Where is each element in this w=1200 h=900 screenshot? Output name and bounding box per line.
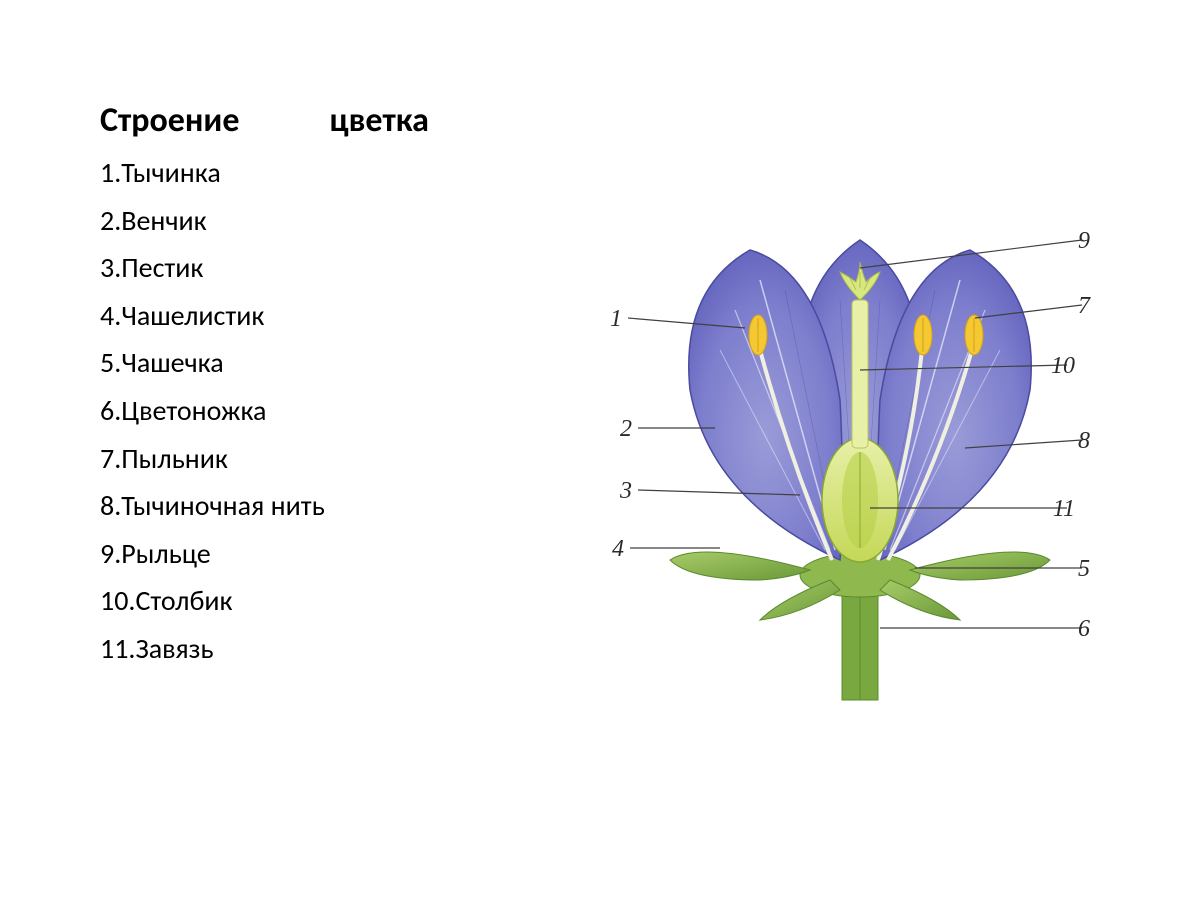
title-word-1: Строение	[100, 100, 239, 141]
diagram-label-6: 6	[1078, 616, 1090, 642]
diagram-label-1: 1	[610, 306, 622, 332]
legend-item: 2.Венчик	[100, 197, 550, 245]
diagram-label-9: 9	[1078, 228, 1090, 254]
diagram-label-8: 8	[1078, 428, 1090, 454]
diagram-title: Строение цветка	[70, 100, 550, 141]
sepal-right	[910, 552, 1050, 580]
diagram-label-2: 2	[620, 416, 632, 442]
legend-item: 4.Чашелистик	[100, 292, 550, 340]
legend-item: 3.Пестик	[100, 244, 550, 292]
sepal-left	[670, 552, 810, 580]
diagram-label-7: 7	[1078, 293, 1091, 319]
style	[852, 300, 868, 448]
flower-diagram: 1 2 3 4 5 6 7 8 9 10 11	[560, 200, 1160, 720]
legend-item: 6.Цветоножка	[100, 387, 550, 435]
legend-item: 5.Чашечка	[100, 339, 550, 387]
title-word-2: цветка	[329, 100, 428, 141]
diagram-label-5: 5	[1078, 556, 1090, 582]
legend-panel: Строение цветка 1.Тычинка2.Венчик3.Пестик…	[70, 100, 550, 673]
diagram-label-4: 4	[612, 536, 624, 562]
diagram-label-3: 3	[619, 478, 632, 504]
legend-list: 1.Тычинка2.Венчик3.Пестик4.Чашелистик5.Ч…	[70, 149, 550, 673]
legend-item: 9.Рыльце	[100, 530, 550, 578]
legend-item: 8.Тычиночная нить	[100, 482, 550, 530]
legend-item: 11.Завязь	[100, 625, 550, 673]
diagram-label-11: 11	[1053, 496, 1075, 522]
legend-item: 7.Пыльник	[100, 435, 550, 483]
sepal-left-lower	[760, 580, 840, 620]
legend-item: 10.Столбик	[100, 577, 550, 625]
diagram-label-10: 10	[1051, 353, 1075, 379]
legend-item: 1.Тычинка	[100, 149, 550, 197]
sepal-right-lower	[880, 580, 960, 620]
